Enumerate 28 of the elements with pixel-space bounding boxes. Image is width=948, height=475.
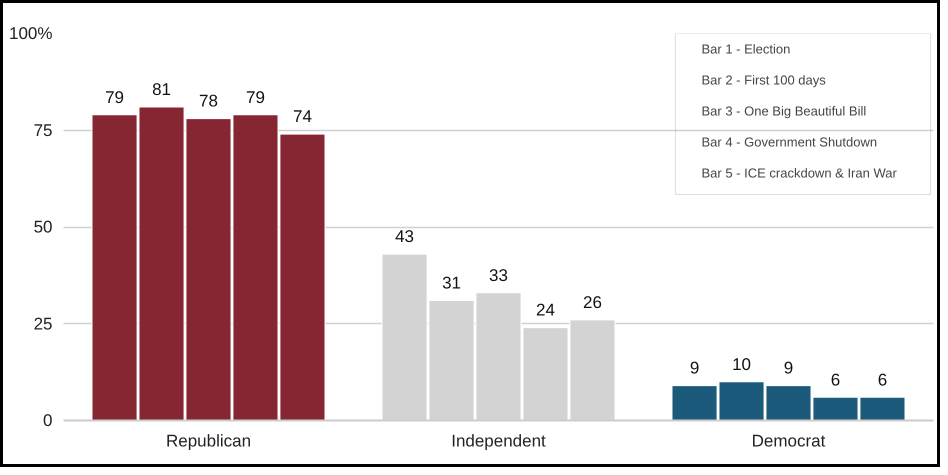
annotation: Bar 1 - Election [702, 41, 790, 56]
data-label: 6 [878, 370, 888, 390]
y-tick-label: 0 [43, 411, 53, 430]
y-tick-label: 50 [34, 218, 53, 236]
data-label: 78 [199, 92, 218, 111]
annotation: Bar 5 - ICE crackdown & Iran War [702, 165, 898, 180]
data-label: 9 [690, 358, 700, 378]
annotation: Bar 2 - First 100 days [702, 72, 826, 88]
data-label: 24 [536, 300, 555, 320]
data-label: 79 [105, 88, 124, 107]
data-label: 26 [583, 292, 602, 312]
y-tick-label: 100% [9, 24, 53, 43]
data-label: 33 [489, 266, 508, 285]
annotation: Bar 4 - Government Shutdown [702, 134, 878, 150]
data-label: 31 [442, 274, 461, 293]
x-tick-label: Independent [451, 432, 546, 450]
y-tick-label: 75 [34, 120, 53, 140]
data-label: 10 [732, 354, 751, 374]
data-label: 6 [830, 370, 840, 390]
x-tick-label: Democrat [752, 432, 826, 450]
data-label: 74 [293, 107, 312, 126]
data-label: 43 [395, 227, 414, 246]
y-tick-label: 25 [34, 314, 53, 334]
x-tick-label: Republican [166, 432, 252, 450]
data-label: 79 [246, 88, 265, 107]
data-label: 9 [784, 358, 794, 378]
data-label: 81 [152, 80, 171, 100]
annotation: Bar 3 - One Big Beautiful Bill [702, 103, 866, 118]
